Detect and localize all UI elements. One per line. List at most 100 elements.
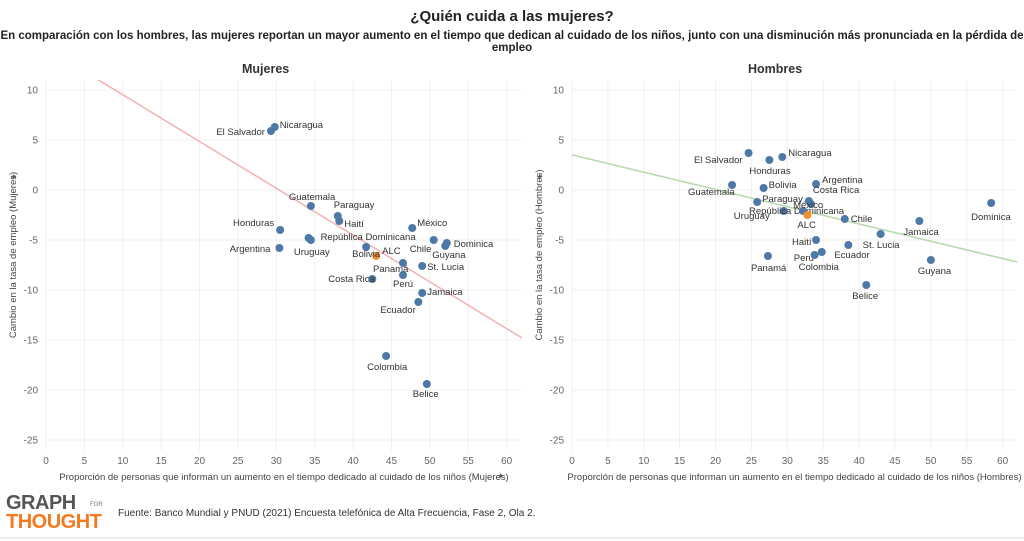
data-point — [275, 244, 284, 252]
point-label: Costa Rica — [328, 274, 375, 285]
x-tick-label: 25 — [746, 456, 758, 467]
point-label: Belice — [852, 291, 878, 302]
pin-icon[interactable]: ✦ — [10, 172, 18, 182]
pin-icon[interactable]: ✦ — [497, 471, 505, 481]
data-point — [306, 202, 315, 210]
x-tick-label: 0 — [43, 456, 49, 467]
point-label: Guatemala — [688, 187, 735, 198]
x-tick-label: 25 — [232, 456, 244, 467]
point-label: Ecuador — [380, 305, 415, 316]
data-point — [306, 236, 315, 244]
y-tick-label: -10 — [550, 286, 565, 297]
data-point — [862, 281, 871, 289]
trend-line — [96, 80, 523, 339]
point-label: México — [793, 200, 823, 211]
x-tick-label: 40 — [348, 456, 360, 467]
point-label: Ecuador — [834, 250, 869, 261]
y-tick-label: -15 — [550, 336, 565, 347]
data-point — [844, 241, 853, 249]
y-tick-label: 5 — [32, 136, 38, 147]
x-axis-label: Proporción de personas que informan un a… — [567, 472, 1021, 483]
y-tick-label: 10 — [27, 86, 39, 97]
y-tick-label: -25 — [24, 436, 39, 447]
y-tick-label: 0 — [558, 186, 564, 197]
trend-line — [572, 154, 1018, 263]
data-point — [812, 180, 821, 188]
data-point — [418, 289, 427, 297]
y-tick-label: 0 — [32, 186, 38, 197]
point-label: Bolivia — [352, 249, 381, 260]
panel-title-mujeres: Mujeres — [242, 62, 290, 76]
highlight-point — [803, 211, 812, 219]
x-tick-label: 0 — [569, 456, 575, 467]
data-point — [778, 153, 787, 161]
point-label: Haití — [792, 237, 812, 248]
data-point — [422, 380, 431, 388]
y-tick-label: -20 — [550, 386, 565, 397]
x-tick-label: 5 — [605, 456, 611, 467]
point-label: Nicaragua — [280, 120, 324, 131]
x-tick-label: 10 — [117, 456, 129, 467]
x-tick-label: 50 — [925, 456, 937, 467]
x-tick-label: 10 — [638, 456, 650, 467]
x-tick-label: 5 — [82, 456, 88, 467]
x-tick-label: 40 — [854, 456, 866, 467]
point-label: Panamá — [751, 263, 787, 274]
y-axis-label: Cambio en la tasa de empleo (Mujeres) — [8, 172, 19, 338]
point-label: Honduras — [749, 166, 790, 177]
x-tick-label: 60 — [501, 456, 513, 467]
x-tick-label: 30 — [782, 456, 794, 467]
data-point — [840, 215, 849, 223]
data-point — [759, 184, 768, 192]
x-tick-label: 30 — [271, 456, 283, 467]
data-point — [335, 217, 344, 225]
point-label: ALC — [797, 220, 816, 231]
point-label: Nicaragua — [788, 148, 832, 159]
point-label: Belice — [413, 389, 439, 400]
point-label: Jamaica — [427, 287, 463, 298]
footer-divider — [0, 537, 1024, 539]
data-point — [270, 123, 279, 131]
point-label: Perú — [393, 279, 413, 290]
data-point — [744, 149, 753, 157]
point-label: República Dominicana — [321, 232, 417, 243]
data-point — [368, 275, 377, 283]
data-point — [753, 198, 762, 206]
data-point — [441, 242, 450, 250]
pin-icon[interactable]: ✦ — [536, 172, 544, 182]
point-label: Paraguay — [762, 194, 803, 205]
point-label: Colombia — [799, 262, 840, 273]
data-point — [779, 207, 788, 215]
data-point — [763, 252, 772, 260]
x-tick-label: 45 — [386, 456, 398, 467]
data-point — [810, 251, 819, 259]
point-label: Chile — [851, 214, 873, 225]
data-point — [362, 243, 371, 251]
data-point — [414, 298, 423, 306]
point-label: ALC — [382, 246, 401, 257]
x-axis-label: Proporción de personas que informan un a… — [59, 472, 508, 483]
data-point — [429, 236, 438, 244]
data-point — [987, 199, 996, 207]
point-label: Guyana — [432, 250, 466, 261]
y-tick-label: -15 — [24, 336, 39, 347]
logo-line2: THOUGHT — [6, 511, 102, 533]
point-label: St. Lucia — [863, 240, 901, 251]
point-label: Guyana — [918, 266, 952, 277]
x-tick-label: 55 — [463, 456, 475, 467]
point-label: Colombia — [367, 362, 408, 373]
x-tick-label: 15 — [156, 456, 168, 467]
logo-line1: GRAPH — [6, 492, 76, 514]
highlight-point — [372, 252, 381, 260]
data-point — [399, 259, 407, 267]
y-tick-label: -10 — [24, 286, 39, 297]
data-point — [399, 271, 407, 279]
chart-title: ¿Quién cuida a las mujeres? — [410, 8, 614, 25]
graph-for-thought-logo: GRAPH THOUGHT FOR — [6, 492, 103, 533]
point-label: República Dominicana — [749, 206, 845, 217]
y-axis-label: Cambio en la tasa de empleo (Hombres) — [534, 169, 545, 340]
logo-small: FOR — [90, 502, 103, 508]
data-point — [382, 352, 391, 360]
data-point — [876, 230, 885, 238]
